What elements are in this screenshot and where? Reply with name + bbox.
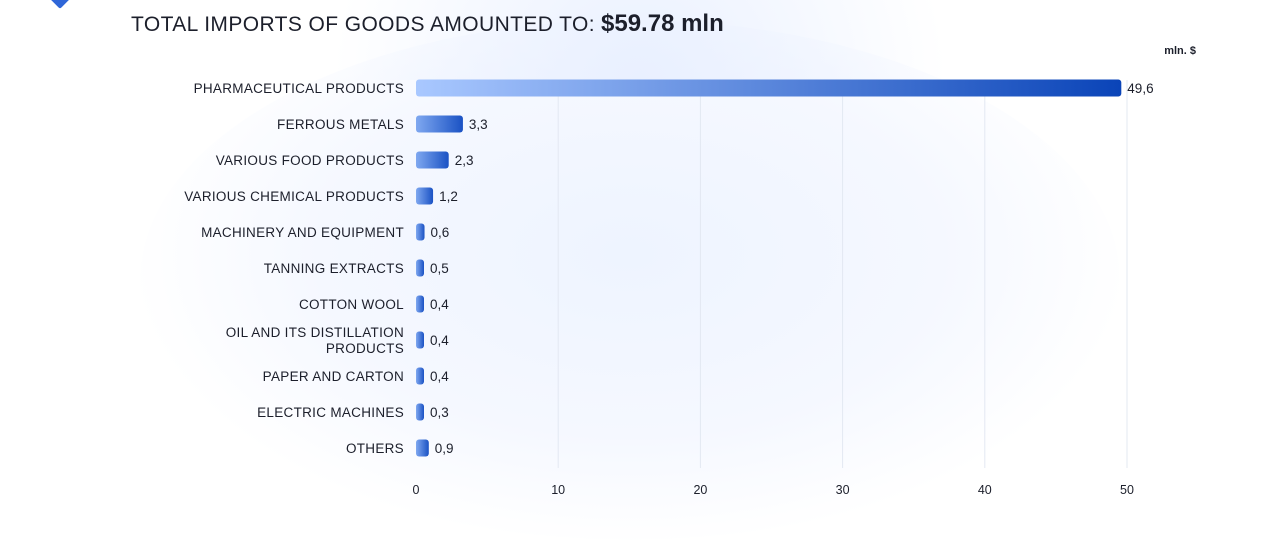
category-label-1: PHARMACEUTICAL PRODUCTS: [194, 81, 404, 96]
bar-11: [416, 439, 429, 457]
bar-10: [416, 403, 424, 421]
category-label-6: TANNING EXTRACTS: [264, 261, 404, 276]
bar-9: [416, 367, 424, 385]
category-label-11: OTHERS: [346, 441, 404, 456]
bar-7: [416, 295, 424, 313]
category-label-8: OIL AND ITS DISTILLATION PRODUCTS: [226, 325, 404, 356]
bar-2: [416, 115, 463, 133]
value-label-9: 0,4: [430, 369, 449, 384]
bar-5: [416, 223, 425, 241]
value-label-5: 0,6: [431, 225, 450, 240]
value-label-2: 3,3: [469, 117, 488, 132]
x-tick-label-30: 30: [836, 483, 850, 497]
unit-label: mln. $: [1164, 45, 1196, 57]
bar-8: [416, 331, 424, 349]
x-tick-label-20: 20: [693, 483, 707, 497]
bar-chart: 49,6 PHARMACEUTICAL PRODUCTS 3,3 FERROUS ME…: [184, 79, 1154, 497]
category-label-9: PAPER AND CARTON: [263, 369, 404, 384]
value-label-4: 1,2: [439, 189, 458, 204]
value-label-3: 2,3: [455, 153, 474, 168]
chart-title: TOTAL IMPORTS OF GOODS AMOUNTED TO: $59.7…: [131, 10, 724, 38]
x-tick-label-40: 40: [978, 483, 992, 497]
value-label-6: 0,5: [430, 261, 449, 276]
x-tick-label-50: 50: [1120, 483, 1134, 497]
category-label-2: FERROUS METALS: [277, 117, 404, 132]
value-label-10: 0,3: [430, 405, 449, 420]
x-tick-label-10: 10: [551, 483, 565, 497]
value-label-11: 0,9: [435, 441, 454, 456]
category-label-4: VARIOUS CHEMICAL PRODUCTS: [184, 189, 404, 204]
category-label-3: VARIOUS FOOD PRODUCTS: [216, 153, 404, 168]
bar-1: [416, 79, 1122, 97]
background-glow: [140, 20, 1120, 540]
background-glow-top: [330, 0, 950, 80]
category-label-10: ELECTRIC MACHINES: [257, 405, 404, 420]
total-amount: $59.78 mln: [601, 10, 724, 37]
x-tick-label-0: 0: [413, 483, 420, 497]
category-label-7: COTTON WOOL: [299, 297, 404, 312]
bar-6: [416, 259, 424, 277]
value-label-8: 0,4: [430, 333, 449, 348]
category-label-5: MACHINERY AND EQUIPMENT: [201, 225, 404, 240]
value-label-1: 49,6: [1127, 81, 1153, 96]
chart-title-text: TOTAL IMPORTS OF GOODS AMOUNTED TO:: [131, 13, 596, 36]
value-label-7: 0,4: [430, 297, 449, 312]
bar-3: [416, 151, 449, 169]
bar-4: [416, 187, 434, 205]
